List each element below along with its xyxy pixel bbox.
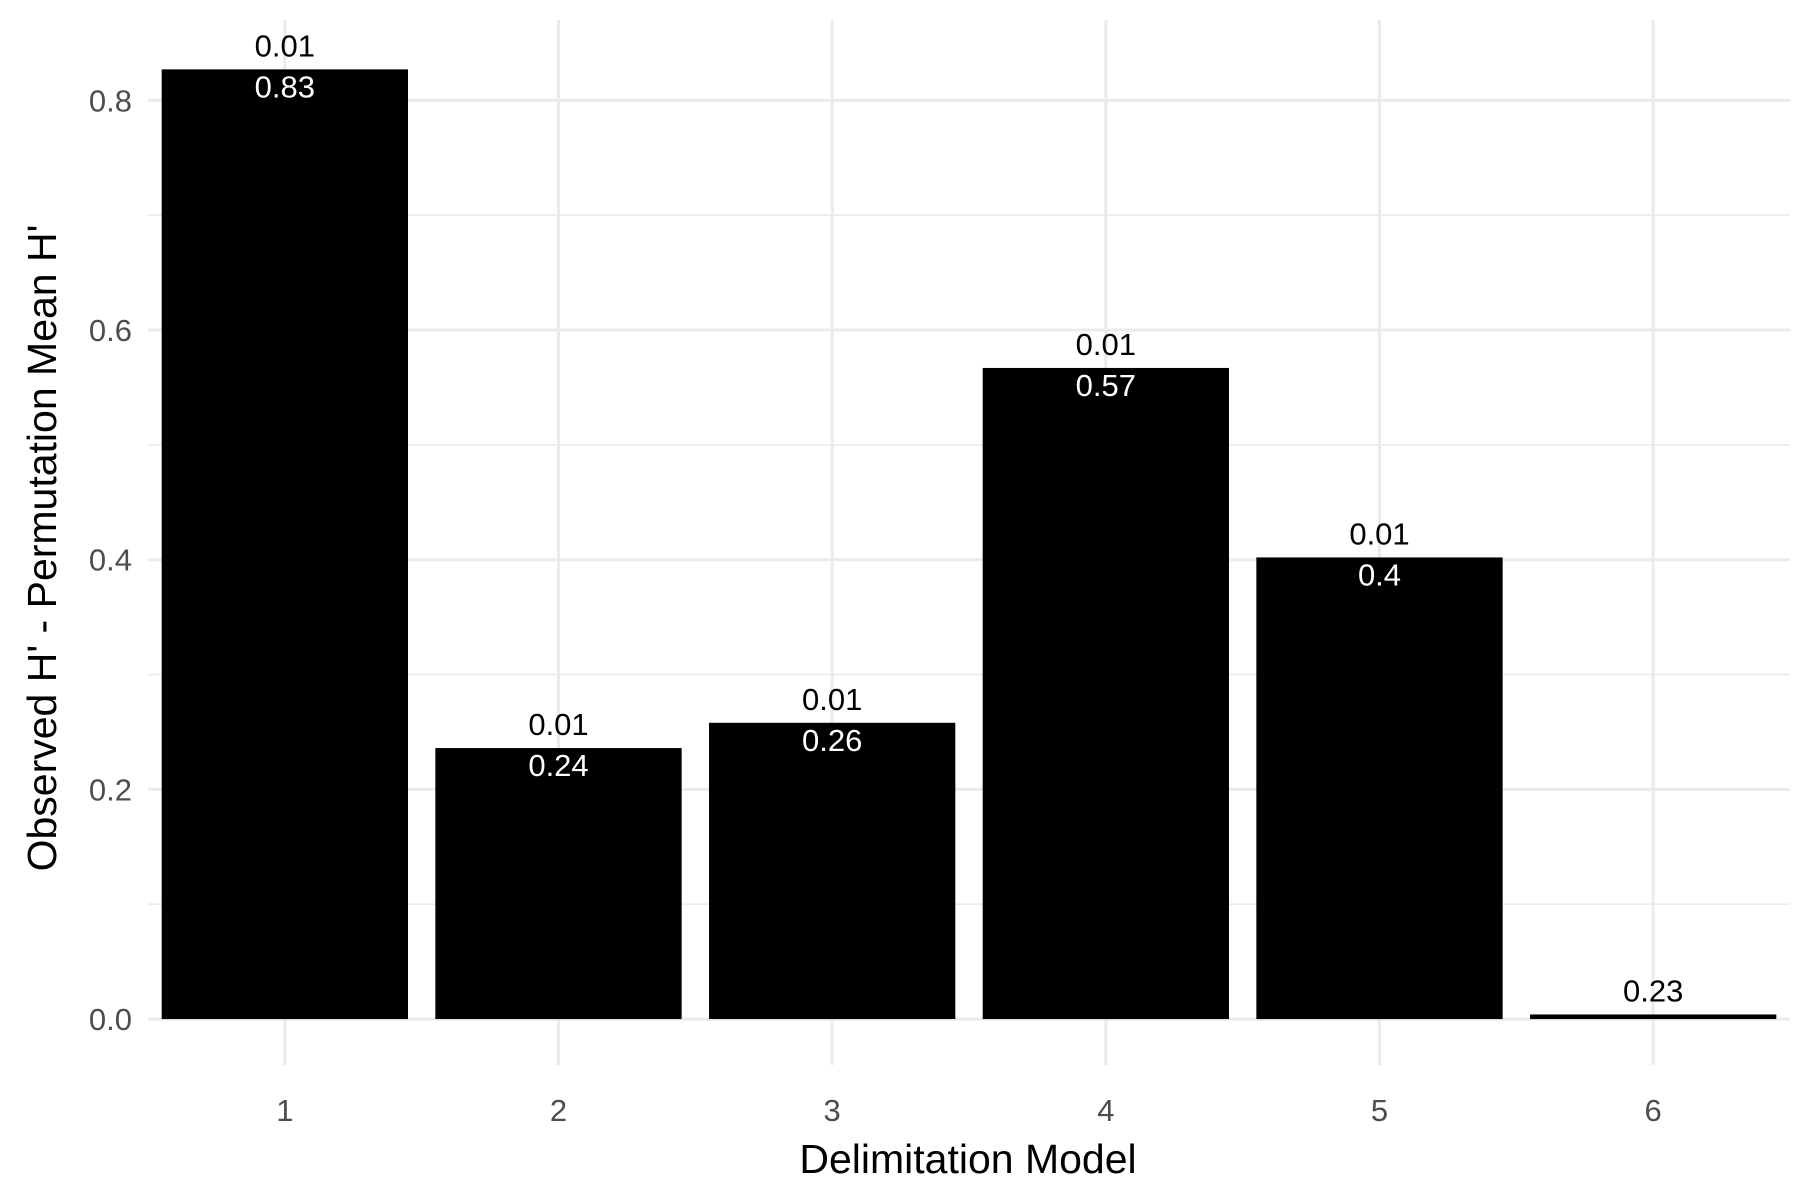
bar-top-label: 0.01 [528, 707, 588, 742]
bar [161, 69, 408, 1020]
bar-value-label: 0.26 [802, 723, 862, 758]
data-labels-layer: 0.01 0.83 0.01 0.24 0.01 0.26 0.01 0.57 0.01 0.4 0… [255, 28, 1684, 1008]
y-tick-label: 0.0 [89, 1002, 132, 1037]
x-tick-label: 2 [550, 1093, 567, 1128]
bar-value-label: 0.24 [528, 748, 588, 783]
x-tick-label: 4 [1097, 1093, 1114, 1128]
bar-top-label: 0.01 [255, 28, 315, 63]
bar [982, 367, 1229, 1020]
bar-top-label: 0.01 [1349, 516, 1409, 551]
bars-layer [161, 69, 1777, 1020]
bar [435, 748, 682, 1020]
bar-value-label: 0.83 [255, 69, 315, 104]
x-tick-label: 6 [1645, 1093, 1662, 1128]
y-tick-label: 0.6 [89, 313, 132, 348]
bar [709, 722, 956, 1020]
x-tick-label: 5 [1371, 1093, 1388, 1128]
y-tick-label: 0.2 [89, 772, 132, 807]
bar-value-label: 0.57 [1076, 368, 1136, 403]
bar [1530, 1014, 1777, 1020]
bar-top-label: 0.01 [802, 682, 862, 717]
bar-top-label: 0.01 [1076, 327, 1136, 362]
bar-value-label: 0.4 [1358, 557, 1401, 592]
x-tick-label: 1 [276, 1093, 293, 1128]
y-axis-title: Observed H' - Permutation Mean H' [19, 225, 65, 872]
y-tick-label: 0.8 [89, 83, 132, 118]
y-tick-label: 0.4 [89, 543, 132, 578]
bar [1256, 557, 1503, 1020]
bar-top-label: 0.23 [1623, 973, 1683, 1008]
x-axis-title: Delimitation Model [799, 1136, 1136, 1182]
x-tick-label: 3 [824, 1093, 841, 1128]
tick-labels-layer: 0.0 0.2 0.4 0.6 0.8 1 2 3 4 5 6 [89, 83, 1662, 1128]
